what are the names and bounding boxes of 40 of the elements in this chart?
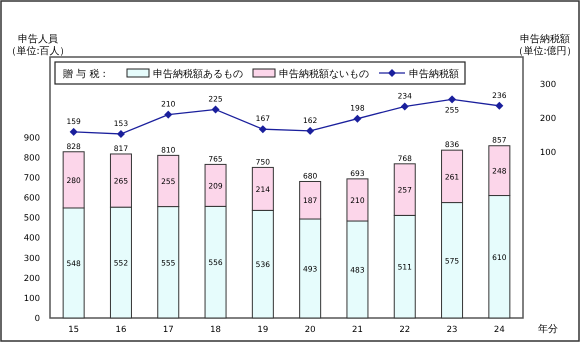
x-tick-label: 15 — [68, 325, 80, 335]
y-axis-title: 申告人員（単位:百人） — [6, 33, 70, 57]
y2-tick-label: 200 — [540, 114, 556, 124]
legend-label: 申告納税額 — [409, 68, 459, 80]
x-tick-label: 20 — [304, 325, 316, 335]
point — [164, 110, 172, 119]
legend-label: 申告納税額ないもの — [279, 68, 369, 80]
x-tick-label: 19 — [257, 325, 268, 335]
y-tick-label: 200 — [24, 274, 40, 284]
point — [258, 125, 267, 134]
point — [116, 130, 125, 138]
point — [400, 102, 409, 110]
y-tick-label: 400 — [24, 234, 40, 244]
y-tick-label: 900 — [24, 133, 40, 144]
point — [212, 106, 220, 114]
x-axis-title: 年分 — [538, 323, 558, 335]
y2-tick-label: 300 — [540, 80, 556, 90]
x-tick-label: 16 — [116, 325, 126, 335]
legend-label: 申告納税額あるもの — [153, 68, 243, 80]
point — [448, 95, 456, 104]
y-tick-label: 500 — [24, 214, 40, 224]
y-tick-label: 0 — [34, 314, 40, 324]
y-tick-label: 300 — [24, 254, 40, 264]
x-tick-label: 17 — [162, 325, 174, 335]
x-tick-label: 24 — [494, 325, 505, 335]
y-tick-label: 800 — [24, 153, 40, 164]
point — [353, 114, 362, 123]
point — [70, 128, 78, 136]
x-tick-label: 22 — [399, 325, 410, 335]
x-tick-label: 23 — [446, 325, 458, 335]
y-tick-label: 600 — [24, 194, 40, 204]
x-tick-label: 18 — [210, 325, 221, 335]
point — [306, 126, 314, 135]
y2-axis-title: 申告納税額（単位:億円） — [513, 33, 577, 57]
x-tick-label: 21 — [352, 325, 363, 335]
y-tick-label: 700 — [24, 173, 40, 184]
y2-tick-label: 100 — [540, 148, 556, 158]
y-tick-label: 100 — [24, 294, 40, 304]
legend-title: 贈 与 税 : — [63, 68, 106, 80]
point — [495, 102, 504, 110]
